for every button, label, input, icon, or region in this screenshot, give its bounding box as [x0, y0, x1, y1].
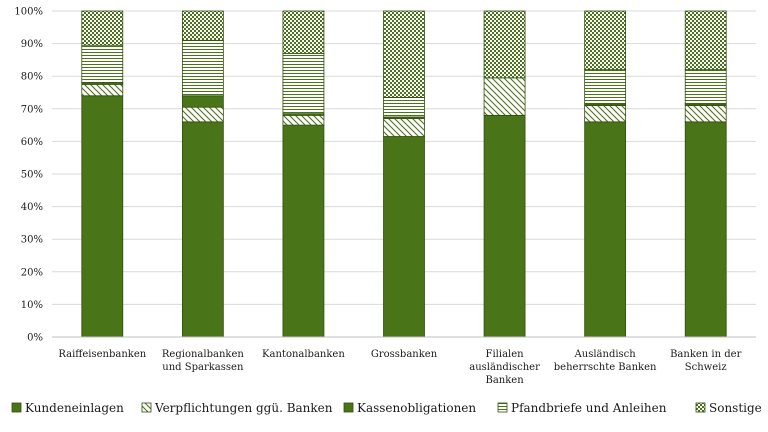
bar-segment-2: [483, 77, 526, 116]
x-category-label-line: Regionalbanken: [162, 349, 244, 360]
y-tick-label: 50%: [21, 170, 43, 181]
bar-segment-1: [584, 121, 627, 338]
x-category-label-line: ausländischer: [469, 362, 540, 373]
x-category-label: Filialen ausländischer Banken: [469, 349, 540, 386]
bar-segment-5: [684, 10, 727, 71]
legend-swatch: [11, 402, 22, 413]
legend-swatch: [497, 402, 508, 413]
y-axis: 0% 10% 20% 30% 40% 50% 60% 70% 80% 90% 100%: [14, 7, 43, 344]
bar-segment-2: [684, 105, 727, 123]
bar-segment-4: [181, 39, 224, 97]
bar-segment-5: [584, 10, 627, 71]
bars: [81, 10, 727, 338]
x-category-label: Banken in der Schweiz: [670, 349, 741, 373]
y-tick-label: 90%: [21, 39, 43, 50]
bar-segment-4: [584, 69, 627, 105]
x-category-label: Raiffeisenbanken: [58, 349, 146, 360]
x-axis: Raiffeisenbanken Regionalbanken und Sparka…: [52, 336, 756, 386]
x-category-label-line: Kantonalbanken: [262, 349, 345, 360]
bar-segment-5: [81, 10, 124, 46]
x-category-label-line: Schweiz: [685, 362, 727, 373]
bar-segment-4: [282, 52, 325, 115]
bar-segment-4: [81, 44, 124, 84]
y-tick-label: 10%: [21, 300, 43, 311]
x-category-label-line: beherrschte Banken: [554, 362, 657, 373]
y-tick-label: 30%: [21, 235, 43, 246]
y-tick-label: 40%: [21, 202, 43, 213]
bar-segment-1: [181, 121, 224, 338]
x-category-label-line: Grossbanken: [371, 349, 438, 360]
bar-segment-2: [584, 105, 627, 123]
bar-segment-4: [383, 96, 425, 118]
x-category-label: Ausländisch beherrschte Banken: [554, 349, 657, 373]
bar-segment-5: [181, 10, 224, 41]
x-category-label: Grossbanken: [371, 349, 438, 360]
x-category-label-line: Ausländisch: [574, 349, 637, 360]
bar-segment-1: [684, 121, 727, 338]
legend-label: Verpflichtungen ggü. Banken: [154, 401, 333, 415]
x-category-label-line: und Sparkassen: [162, 362, 244, 373]
legend-label: Sonstige: [709, 401, 762, 415]
legend-swatch: [695, 402, 706, 413]
x-category-label-line: Banken: [485, 375, 524, 386]
bar-segment-2: [383, 118, 425, 137]
bar-segment-3: [181, 95, 224, 108]
bar-segment-1: [483, 114, 526, 338]
bar-segment-5: [483, 10, 526, 79]
legend-label: Pfandbriefe und Anleihen: [511, 401, 667, 415]
y-tick-label: 0%: [27, 333, 43, 344]
y-tick-label: 80%: [21, 72, 43, 83]
y-tick-label: 60%: [21, 137, 43, 148]
y-tick-label: 20%: [21, 267, 43, 278]
bar-segment-5: [282, 10, 325, 54]
bar-segment-1: [383, 136, 425, 338]
legend-swatch: [343, 402, 354, 413]
bar-segment-5: [383, 10, 425, 98]
legend-swatch: [141, 402, 152, 413]
bar-segment-2: [81, 83, 124, 97]
x-category-label: Kantonalbanken: [262, 349, 345, 360]
legend: Kundeneinlagen Verpflichtungen ggü. Banke…: [11, 401, 762, 415]
bar-segment-2: [282, 114, 325, 126]
legend-label: Kundeneinlagen: [25, 401, 124, 415]
x-category-label-line: Banken in der: [670, 349, 741, 360]
legend-label: Kassenobligationen: [357, 401, 476, 415]
y-tick-label: 100%: [14, 7, 43, 18]
x-category-label-line: Raiffeisenbanken: [58, 349, 146, 360]
bar-segment-1: [282, 124, 325, 338]
bar-segment-1: [81, 95, 124, 338]
bar-segment-2: [181, 106, 224, 123]
x-category-label-line: Filialen: [486, 349, 525, 360]
x-category-label: Regionalbanken und Sparkassen: [162, 349, 244, 373]
bar-segment-4: [684, 69, 727, 105]
y-tick-label: 70%: [21, 104, 43, 115]
